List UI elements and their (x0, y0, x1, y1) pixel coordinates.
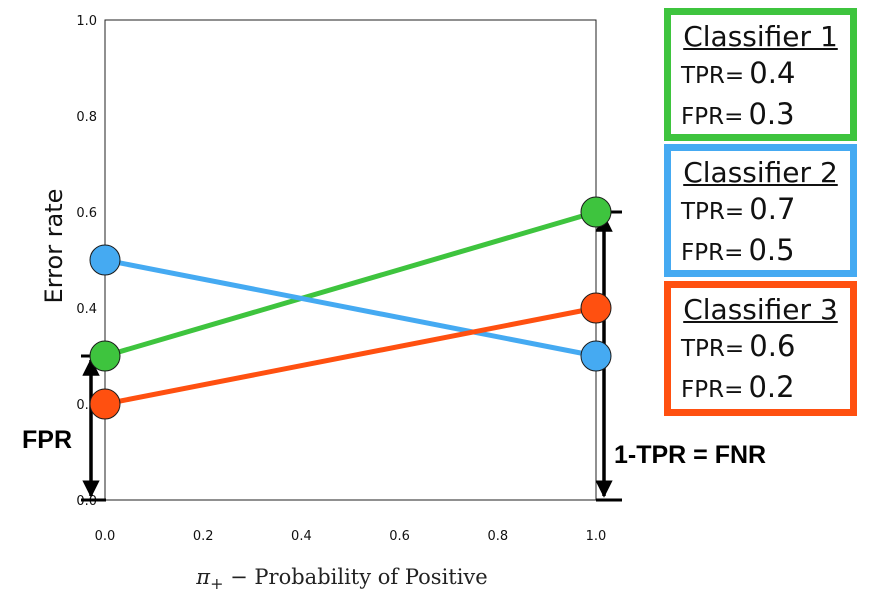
plot-frame (104, 19, 597, 501)
fnr-annotation: 1-TPR = FNR (614, 441, 766, 469)
classifier-3-fpr-row: FPR= 0.2 (681, 369, 840, 410)
fpr-value: 0.3 (748, 97, 795, 131)
x-tick-label: 1.0 (586, 529, 607, 544)
fpr-value: 0.2 (748, 370, 795, 404)
x-axis-label-text: − Probability of Positive (223, 565, 487, 589)
classifier-1-line (104, 209, 597, 359)
equals-sign: = (724, 240, 744, 266)
tpr-label: TPR (681, 199, 725, 225)
classifier-1-fpr-row: FPR= 0.3 (681, 96, 840, 137)
fpr-annotation: FPR (22, 426, 72, 454)
classifier-2-line (104, 257, 597, 359)
classifier-2-point (580, 340, 612, 372)
equals-sign: = (724, 63, 745, 89)
y-tick-label: 1.0 (76, 14, 97, 29)
x-axis-ticks: 0.0 0.2 0.4 0.6 0.8 1.0 (95, 529, 607, 544)
classifier-2-point (89, 244, 121, 276)
y-axis-label: Error rate (40, 189, 68, 304)
fpr-value: 0.5 (748, 233, 795, 267)
classifier-2-box: Classifier 2 TPR= 0.7 FPR= 0.5 (664, 144, 857, 277)
classifier-2-tpr-row: TPR= 0.7 (681, 191, 840, 232)
y-tick-label: 0.8 (76, 110, 97, 125)
classifier-2-fpr-row: FPR= 0.5 (681, 232, 840, 273)
classifier-3-box: Classifier 3 TPR= 0.6 FPR= 0.2 (664, 281, 857, 416)
classifier-3-title: Classifier 3 (683, 293, 838, 326)
tpr-label: TPR (681, 63, 725, 89)
classifier-3-point (89, 388, 121, 420)
equals-sign: = (724, 104, 744, 130)
x-tick-label: 0.8 (487, 529, 508, 544)
fpr-label: FPR (681, 104, 725, 130)
classifier-3-tpr-row: TPR= 0.6 (681, 328, 840, 369)
tpr-value: 0.7 (749, 192, 796, 226)
x-tick-label: 0.2 (193, 529, 214, 544)
classifier-1-tpr-row: TPR= 0.4 (681, 55, 840, 96)
classifier-1-point (580, 196, 612, 228)
y-tick-label: 0.6 (76, 206, 97, 221)
fpr-label: FPR (681, 240, 725, 266)
y-tick-label: 0.4 (76, 302, 97, 317)
x-axis-label-symbol: π (195, 565, 211, 589)
fpr-label: FPR (681, 377, 725, 403)
classifier-1-title: Classifier 1 (683, 20, 838, 53)
tpr-label: TPR (681, 336, 725, 362)
equals-sign: = (724, 199, 745, 225)
classifier-3-point (580, 292, 612, 324)
classifier-1-box: Classifier 1 TPR= 0.4 FPR= 0.3 (664, 8, 857, 141)
x-tick-label: 0.4 (291, 529, 312, 544)
x-tick-label: 0.0 (95, 529, 116, 544)
classifier-2-title: Classifier 2 (683, 156, 838, 189)
equals-sign: = (724, 336, 745, 362)
tpr-value: 0.6 (749, 329, 796, 363)
classifier-3-line (104, 305, 597, 407)
tpr-value: 0.4 (749, 56, 796, 90)
series-layer (89, 196, 612, 420)
x-tick-label: 0.6 (389, 529, 410, 544)
x-axis-label: π+ − Probability of Positive (195, 565, 487, 593)
classifier-1-point (89, 340, 121, 372)
equals-sign: = (724, 377, 744, 403)
x-axis-label-subscript: + (210, 574, 223, 593)
